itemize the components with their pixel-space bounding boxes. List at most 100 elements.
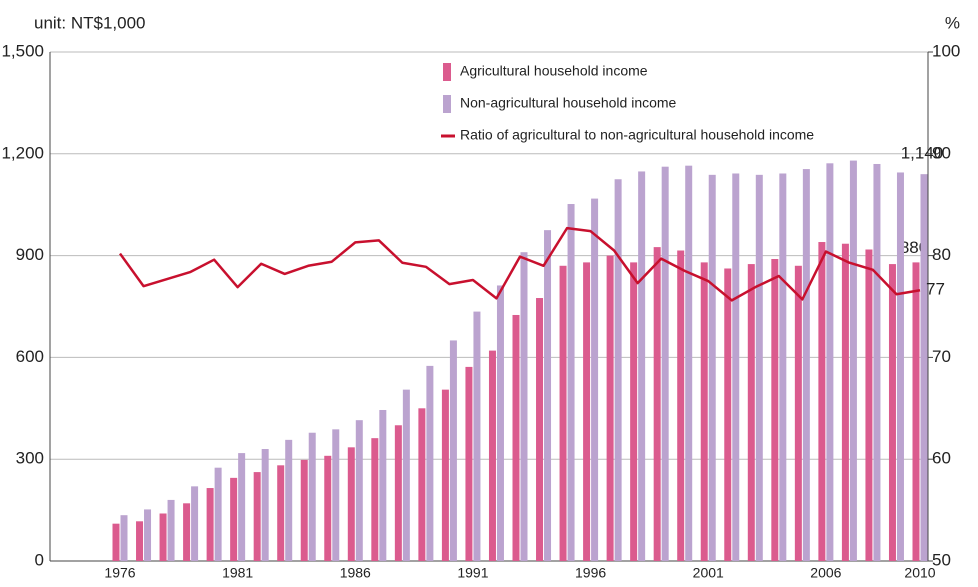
bar [567, 204, 575, 561]
bar [614, 179, 622, 561]
bar [488, 350, 496, 561]
bar [449, 340, 457, 561]
y2-tick-label: 100 [932, 41, 960, 60]
bar [214, 467, 222, 561]
legend-label: Ratio of agricultural to non-agricultura… [460, 127, 814, 143]
bar [332, 429, 340, 561]
bar [253, 472, 261, 561]
x-tick-label: 1991 [457, 565, 488, 581]
y-tick-label: 1,500 [1, 41, 44, 60]
y2-tick-label: 70 [932, 347, 951, 366]
y-axis-label: unit: NT$1,000 [34, 13, 146, 32]
y-tick-label: 600 [16, 347, 44, 366]
y2-tick-label: 90 [932, 143, 951, 162]
bar [191, 486, 199, 561]
bar [285, 439, 293, 561]
bar [402, 389, 410, 561]
bar [120, 515, 128, 561]
bar [394, 425, 402, 561]
bar [144, 509, 152, 561]
bar [920, 174, 928, 561]
bar [708, 174, 716, 561]
bar [865, 249, 873, 561]
bar [371, 438, 379, 561]
y2-axis-label: % [945, 13, 960, 32]
bar [912, 262, 920, 561]
bar [183, 503, 191, 561]
bar [238, 453, 246, 561]
bar [771, 258, 779, 561]
bar [794, 265, 802, 561]
line [118, 226, 921, 302]
bar [230, 477, 238, 561]
bar [426, 365, 434, 561]
x-tick-label: 1986 [340, 565, 371, 581]
bar [544, 230, 552, 561]
bar [324, 455, 332, 561]
bar [512, 314, 520, 561]
bar [261, 449, 269, 561]
bar [559, 265, 567, 561]
x-tick-label: 2006 [810, 565, 841, 581]
bar [849, 160, 857, 561]
bar [347, 447, 355, 561]
bar [732, 173, 740, 562]
bar [167, 499, 175, 561]
bar [308, 432, 316, 561]
bar [700, 262, 708, 561]
bar [841, 243, 849, 561]
y-tick-label: 900 [16, 245, 44, 264]
bar [159, 513, 167, 561]
legend-swatch [443, 63, 451, 81]
bar [300, 459, 308, 561]
legend-swatch [443, 95, 451, 113]
bar [755, 174, 763, 561]
bar [802, 169, 810, 561]
bar [677, 250, 685, 561]
bar [826, 163, 834, 561]
bar [206, 488, 214, 561]
bar [606, 255, 614, 561]
bar [653, 247, 661, 561]
y2-tick-label: 80 [932, 245, 951, 264]
bar [277, 465, 285, 561]
bar [379, 409, 387, 561]
x-tick-label: 2010 [904, 565, 935, 581]
bar [112, 523, 120, 561]
bar [779, 173, 787, 562]
legend-label: Non-agricultural household income [460, 95, 677, 111]
y-tick-label: 300 [16, 449, 44, 468]
bar [685, 165, 693, 561]
legend-label: Agricultural household income [460, 63, 648, 79]
bar [441, 389, 449, 561]
x-tick-label: 2001 [693, 565, 724, 581]
x-tick-label: 1981 [222, 565, 253, 581]
bar [747, 264, 755, 561]
bar [818, 242, 826, 561]
bar [496, 285, 504, 561]
bar [136, 521, 144, 561]
bar [536, 298, 544, 561]
bar [661, 166, 669, 561]
bar [638, 171, 646, 562]
bar [418, 408, 426, 561]
y2-tick-label: 50 [932, 550, 951, 569]
data-label: 77 [926, 280, 945, 299]
bar [888, 264, 896, 561]
bar [873, 163, 881, 562]
data-label: 1,140 [901, 144, 944, 163]
bar [630, 262, 638, 561]
bar [591, 198, 599, 562]
x-tick-label: 1996 [575, 565, 606, 581]
bar [465, 366, 473, 561]
y2-tick-label: 60 [932, 449, 951, 468]
y-tick-label: 1,200 [1, 143, 44, 162]
bar [520, 252, 528, 561]
bar [724, 268, 732, 561]
bar [583, 262, 591, 561]
bar [473, 311, 481, 561]
bar [355, 420, 363, 561]
bar [896, 172, 904, 562]
x-tick-label: 1976 [104, 565, 135, 581]
